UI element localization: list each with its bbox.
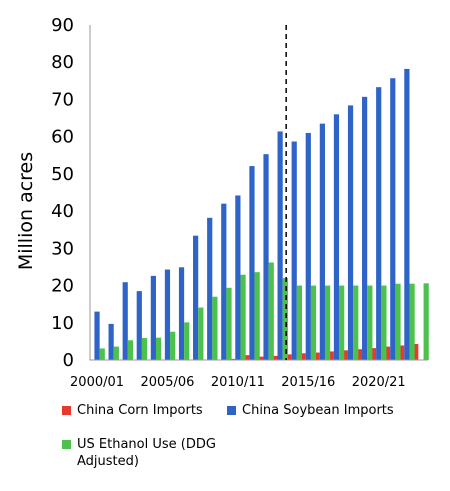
y-axis-label: Million acres xyxy=(15,152,37,270)
bar xyxy=(328,351,334,360)
bar xyxy=(310,285,317,360)
bar-chart: Million acres 0 10 20 30 40 50 60 70 80 90 2000/0… xyxy=(15,15,429,390)
bar xyxy=(207,217,213,360)
bar xyxy=(370,348,377,360)
bar xyxy=(254,272,260,360)
bar xyxy=(282,278,288,360)
bar xyxy=(94,311,100,360)
bar xyxy=(353,285,359,360)
bar xyxy=(286,354,292,360)
y-tick-label: 60 xyxy=(51,127,74,148)
bar xyxy=(221,203,227,360)
x-axis-ticks: 2000/01 2005/06 2010/11 2015/16 2020/21 xyxy=(70,375,406,390)
y-tick-label: 40 xyxy=(51,201,74,222)
bar xyxy=(184,322,190,360)
bar xyxy=(300,353,306,360)
legend-swatch-corn xyxy=(62,406,71,415)
bar xyxy=(113,346,119,360)
y-tick-label: 90 xyxy=(51,15,74,36)
bar xyxy=(230,358,236,360)
bar xyxy=(409,283,415,360)
bar xyxy=(296,285,303,360)
bar xyxy=(356,349,363,360)
legend-item-us-ethanol-use: US Ethanol Use (DDG Adjusted) xyxy=(62,436,232,470)
legend-item-china-soybean-imports: China Soybean Imports xyxy=(227,402,394,419)
bar xyxy=(193,235,199,360)
y-tick-label: 10 xyxy=(51,313,74,334)
y-axis-ticks: 0 10 20 30 40 50 60 70 80 90 xyxy=(51,15,74,371)
bar xyxy=(212,296,218,360)
bar xyxy=(249,166,255,360)
bar xyxy=(272,355,278,360)
bar xyxy=(155,337,162,360)
legend-label-soybean: China Soybean Imports xyxy=(242,403,394,418)
bar xyxy=(226,287,232,360)
bar xyxy=(347,105,354,361)
bar-series xyxy=(89,68,429,361)
bar xyxy=(277,131,283,360)
bar xyxy=(333,114,340,360)
x-tick-label: 2005/06 xyxy=(140,375,194,390)
bar xyxy=(384,346,391,360)
legend-label-ethanol: US Ethanol Use (DDG Adjusted) xyxy=(77,437,216,469)
bar xyxy=(178,267,185,360)
bar xyxy=(305,132,311,360)
bar xyxy=(240,274,246,360)
bar xyxy=(342,350,348,360)
bar xyxy=(122,282,128,360)
bar xyxy=(164,269,171,360)
bar xyxy=(263,154,269,360)
legend-swatch-soybean xyxy=(227,406,236,415)
bar xyxy=(235,195,241,360)
bar xyxy=(423,283,429,360)
x-tick-label: 2020/21 xyxy=(352,375,406,390)
bar xyxy=(141,338,148,360)
legend-swatch-ethanol xyxy=(62,440,71,449)
bar xyxy=(291,141,297,360)
bar xyxy=(150,275,156,360)
y-tick-label: 80 xyxy=(51,52,74,73)
y-tick-label: 70 xyxy=(51,89,74,110)
bar xyxy=(339,285,345,360)
bar xyxy=(127,340,134,360)
y-tick-label: 20 xyxy=(51,276,74,297)
bar xyxy=(362,96,368,360)
bar xyxy=(314,352,320,360)
bar xyxy=(376,87,382,361)
bar xyxy=(367,285,373,360)
y-tick-label: 30 xyxy=(51,238,74,259)
bar xyxy=(395,283,401,360)
bar xyxy=(170,331,176,360)
bar xyxy=(99,348,105,360)
bar xyxy=(244,355,250,360)
legend-item-china-corn-imports: China Corn Imports xyxy=(62,402,203,419)
x-tick-label: 2000/01 xyxy=(70,375,124,390)
bar xyxy=(324,285,331,360)
bar xyxy=(268,262,274,360)
y-tick-label: 0 xyxy=(63,350,74,371)
bar xyxy=(399,345,405,360)
x-tick-label: 2015/16 xyxy=(281,375,335,390)
bar xyxy=(319,123,325,360)
legend-label-corn: China Corn Imports xyxy=(77,403,203,418)
bar xyxy=(136,291,142,360)
bar xyxy=(108,323,114,360)
bar xyxy=(381,285,387,360)
bar xyxy=(198,307,204,360)
bar xyxy=(413,343,419,360)
x-tick-label: 2010/11 xyxy=(211,375,265,390)
bar xyxy=(258,356,264,360)
bar xyxy=(404,68,410,360)
y-tick-label: 50 xyxy=(51,164,74,185)
bar xyxy=(390,78,396,360)
